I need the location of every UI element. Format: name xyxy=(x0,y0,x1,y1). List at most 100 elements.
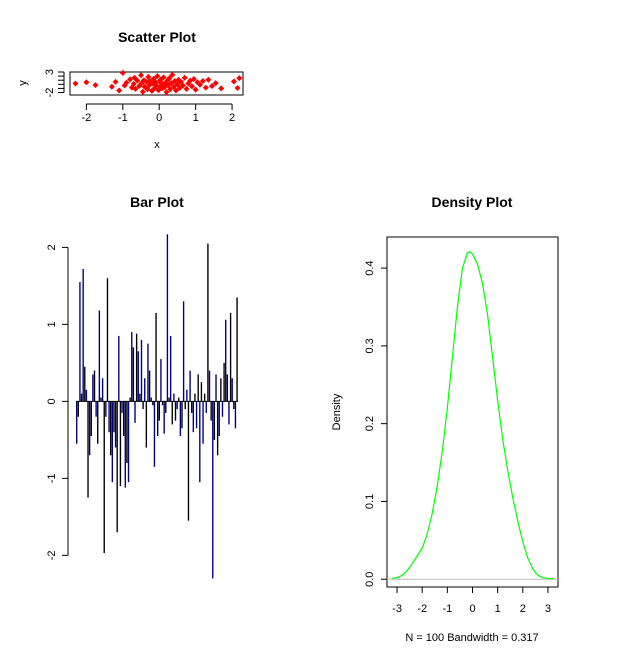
bar-mark xyxy=(234,401,237,429)
density-y-tick-label: 0.2 xyxy=(364,416,376,431)
bar-mark xyxy=(139,393,141,402)
density-x-tick-label: 1 xyxy=(495,603,501,615)
bar-mark xyxy=(191,401,193,413)
scatter-x-tick-label: 1 xyxy=(193,112,199,124)
scatter-point xyxy=(83,79,90,86)
bar-mark xyxy=(236,297,238,402)
density-x-tick-label: 3 xyxy=(545,603,551,615)
density-y-tick-label: 0.4 xyxy=(364,260,376,275)
bar-mark xyxy=(145,401,148,448)
bar-mark xyxy=(131,332,133,402)
scatter-title: Scatter Plot xyxy=(118,29,196,45)
bar-mark xyxy=(178,397,180,402)
density-x-tick-label: -1 xyxy=(442,603,452,615)
bar-mark xyxy=(118,335,120,402)
scatter-point xyxy=(199,78,206,85)
scatter-point xyxy=(205,76,212,83)
bar-y-tick-label: 1 xyxy=(46,321,58,327)
bar-mark xyxy=(101,378,104,402)
bar-mark xyxy=(202,401,204,444)
scatter-point xyxy=(169,71,176,78)
bar-mark xyxy=(100,397,102,402)
bar-mark xyxy=(161,401,164,406)
scatter-point xyxy=(153,82,160,89)
density-x-tick-label: 2 xyxy=(520,603,526,615)
bar-mark xyxy=(165,401,167,413)
scatter-xlabel: x xyxy=(154,139,160,151)
bar-mark xyxy=(95,401,97,417)
bar-mark xyxy=(106,278,109,402)
bar-mark xyxy=(155,312,157,402)
bar-mark xyxy=(93,370,96,402)
bar-mark xyxy=(184,401,186,410)
scatter-point xyxy=(172,87,179,94)
bar-mark xyxy=(220,378,222,402)
bar-mark xyxy=(108,401,110,433)
density-curve xyxy=(391,251,554,580)
bar-mark xyxy=(88,401,91,456)
bar-mark xyxy=(221,401,224,417)
bar-y-tick-label: -2 xyxy=(46,550,58,560)
scatter-point xyxy=(212,80,219,87)
scatter-point xyxy=(209,82,216,89)
bar-mark xyxy=(132,347,135,402)
bar-mark xyxy=(228,401,230,425)
bar-y-tick-label: 0 xyxy=(46,398,58,404)
bar-mark xyxy=(140,339,143,402)
scatter-point xyxy=(189,83,196,90)
scatter-y-tick-label: -2 xyxy=(44,88,56,98)
bar-mark xyxy=(114,401,117,448)
bar-mark xyxy=(200,382,203,402)
bar-mark xyxy=(174,401,177,421)
scatter-point xyxy=(234,85,241,92)
scatter-point xyxy=(72,80,79,87)
bar-mark xyxy=(192,401,195,433)
density-y-tick-label: 0.0 xyxy=(364,572,376,587)
bar-mark xyxy=(84,366,86,402)
bar-mark xyxy=(207,243,209,402)
bar-mark xyxy=(215,374,217,402)
bar-mark xyxy=(119,401,122,487)
bar-mark xyxy=(129,397,131,402)
scatter-frame xyxy=(69,71,244,96)
scatter-point xyxy=(127,76,134,83)
scatter-point xyxy=(183,85,190,92)
density-x-tick-label: -2 xyxy=(417,603,427,615)
bar-mark xyxy=(194,393,196,402)
bar-mark xyxy=(98,310,101,402)
scatter-point xyxy=(160,74,167,81)
bar-mark xyxy=(157,401,159,437)
scatter-x-tick-label: -1 xyxy=(118,112,128,124)
bar-mark xyxy=(226,374,229,402)
bar-mark xyxy=(176,401,178,410)
scatter-point xyxy=(112,78,119,85)
scatter-point xyxy=(163,89,170,96)
scatter-point xyxy=(190,75,197,82)
bar-mark xyxy=(163,401,165,434)
scatter-point xyxy=(166,75,173,82)
bar-mark xyxy=(134,401,136,423)
scatter-point xyxy=(123,79,130,86)
bar-mark xyxy=(127,401,130,483)
density-frame xyxy=(386,236,559,588)
bar-mark xyxy=(142,401,144,410)
scatter-x-tick-label: 2 xyxy=(229,112,235,124)
scatter-point xyxy=(230,78,237,85)
bar-mark xyxy=(225,319,227,402)
bar-mark xyxy=(216,401,219,456)
bar-mark xyxy=(122,401,125,437)
bar-mark xyxy=(168,397,170,402)
density-y-tick-label: 0.3 xyxy=(364,338,376,353)
bar-mark xyxy=(110,401,112,456)
scatter-y-tick-label: 3 xyxy=(44,69,56,75)
bar-mark xyxy=(171,401,173,425)
bar-mark xyxy=(116,401,118,533)
bar-mark xyxy=(137,351,139,402)
bar-mark xyxy=(197,374,199,402)
scatter-point xyxy=(139,88,146,95)
scatter-point xyxy=(236,75,243,82)
bar-mark xyxy=(160,359,162,402)
bar-mark xyxy=(153,401,156,467)
density-x-tick-label: -3 xyxy=(392,603,402,615)
